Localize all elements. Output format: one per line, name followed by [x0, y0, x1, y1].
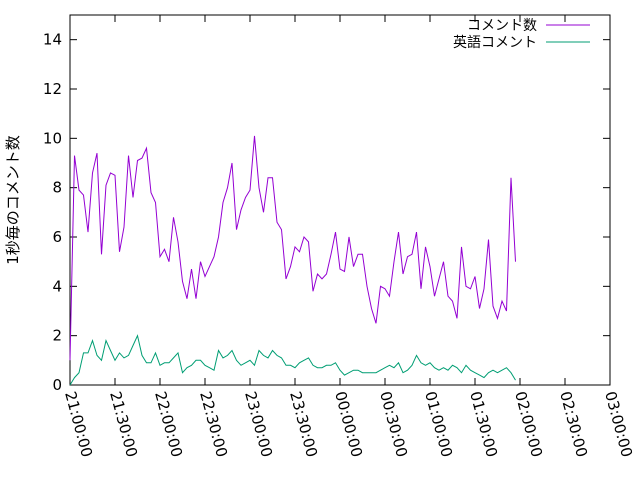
plot-frame [69, 14, 611, 386]
y-tick-label: 6 [52, 228, 62, 246]
x-tick-label: 23:00:00 [241, 389, 276, 459]
x-tick-label: 21:30:00 [106, 389, 141, 459]
x-tick-label: 01:30:00 [466, 389, 501, 459]
y-axis: 0 2 4 6 8 10 12 14 [43, 31, 610, 394]
x-tick-label: 01:00:00 [421, 389, 456, 459]
legend-label-2: 英語コメント [453, 34, 537, 51]
plot-border [69, 14, 611, 386]
x-tick-label: 00:00:00 [331, 389, 366, 459]
x-tick-label: 03:00:00 [601, 389, 636, 459]
x-tick-label: 00:30:00 [376, 389, 411, 459]
legend-label-1: コメント数 [467, 18, 537, 34]
y-tick-label: 4 [52, 277, 62, 295]
x-tick-label: 21:00:00 [61, 389, 96, 459]
series-line-1 [69, 135, 516, 361]
y-axis-label: 1秒毎のコメント数 [4, 135, 22, 265]
y-tick-label: 8 [52, 179, 62, 197]
y-tick-label: 12 [43, 80, 62, 98]
y-tick-label: 14 [43, 31, 62, 49]
x-tick-label: 23:30:00 [286, 389, 321, 459]
series-layer [69, 135, 516, 386]
y-tick-label: 2 [52, 327, 62, 345]
x-tick-label: 22:30:00 [196, 389, 231, 459]
series-line-2 [69, 334, 516, 386]
x-tick-label: 02:30:00 [556, 389, 591, 459]
x-tick-label: 22:00:00 [151, 389, 186, 459]
x-tick-label: 02:00:00 [511, 389, 546, 459]
y-tick-label: 10 [43, 129, 62, 147]
y-tick-label: 0 [52, 376, 62, 394]
